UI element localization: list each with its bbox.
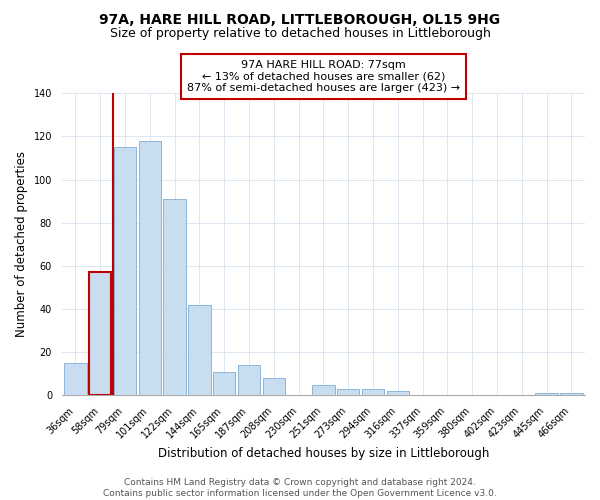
- Text: Contains HM Land Registry data © Crown copyright and database right 2024.
Contai: Contains HM Land Registry data © Crown c…: [103, 478, 497, 498]
- Bar: [560, 394, 583, 396]
- Y-axis label: Number of detached properties: Number of detached properties: [15, 152, 28, 338]
- Text: 97A HARE HILL ROAD: 77sqm
← 13% of detached houses are smaller (62)
87% of semi-: 97A HARE HILL ROAD: 77sqm ← 13% of detac…: [187, 60, 460, 93]
- Bar: [362, 389, 384, 396]
- Bar: [386, 391, 409, 396]
- Bar: [89, 272, 112, 396]
- Bar: [114, 147, 136, 396]
- Bar: [535, 394, 558, 396]
- Bar: [213, 372, 235, 396]
- Bar: [238, 365, 260, 396]
- Bar: [337, 389, 359, 396]
- Bar: [188, 305, 211, 396]
- Bar: [312, 384, 335, 396]
- Bar: [64, 363, 86, 396]
- Text: 97A, HARE HILL ROAD, LITTLEBOROUGH, OL15 9HG: 97A, HARE HILL ROAD, LITTLEBOROUGH, OL15…: [100, 12, 500, 26]
- Bar: [139, 140, 161, 396]
- Bar: [263, 378, 285, 396]
- X-axis label: Distribution of detached houses by size in Littleborough: Distribution of detached houses by size …: [158, 447, 489, 460]
- Text: Size of property relative to detached houses in Littleborough: Size of property relative to detached ho…: [110, 28, 490, 40]
- Bar: [163, 199, 186, 396]
